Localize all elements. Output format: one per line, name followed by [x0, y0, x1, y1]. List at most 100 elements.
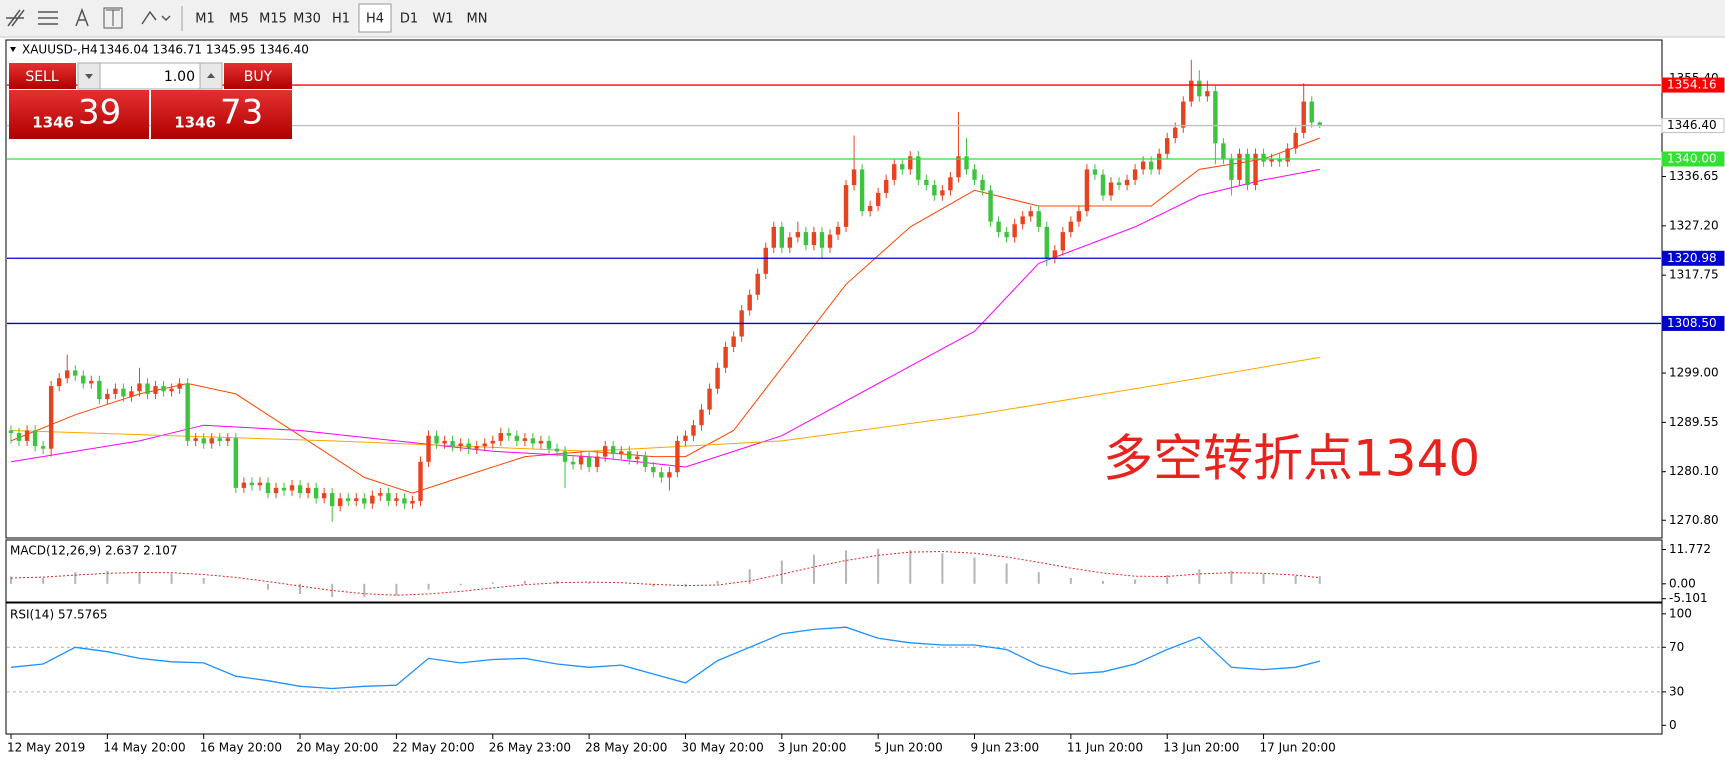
candle-body [1229, 158, 1234, 180]
candle-body [932, 185, 937, 196]
candle-body [386, 493, 391, 501]
candle-body [1317, 122, 1322, 126]
macd-panel [5, 539, 1663, 603]
candle-body [370, 495, 375, 504]
y-tick-label: 1317.75 [1669, 268, 1719, 282]
candle-body [498, 433, 503, 441]
timeframe-button[interactable]: MN [467, 12, 488, 27]
candle-body [1012, 224, 1017, 238]
candle-body [137, 383, 142, 392]
candle-body [1052, 250, 1058, 259]
candle-body [1309, 101, 1314, 123]
candle-body [1189, 80, 1194, 102]
price-label: 1340.00 [1667, 151, 1717, 165]
bid-box[interactable] [9, 90, 149, 139]
candle-body [474, 446, 479, 449]
timeframe-button[interactable]: M5 [229, 12, 249, 27]
candle-body [1140, 161, 1146, 170]
indicator-line [10, 550, 1320, 596]
candle-body [48, 386, 54, 449]
sell-label[interactable]: SELL [25, 69, 59, 85]
price-label-box [1661, 151, 1725, 167]
candle-body [161, 386, 166, 392]
price-label-box [1661, 250, 1725, 266]
candle-body [65, 370, 70, 379]
timeframe-button[interactable]: M15 [259, 12, 287, 27]
candle-body [1116, 182, 1122, 186]
candle-body [1253, 153, 1258, 186]
candle-body [627, 451, 632, 460]
timeframe-button[interactable]: H4 [366, 12, 384, 27]
ohlc-info: 1346.04 1346.71 1345.95 1346.40 [99, 43, 309, 57]
timeframe-button[interactable]: M30 [293, 12, 321, 27]
buy-label[interactable]: BUY [244, 69, 273, 85]
candle-body [1156, 153, 1162, 170]
candle-body [8, 430, 14, 434]
candle-body [121, 388, 126, 397]
y-tick-label: 1336.65 [1669, 169, 1719, 183]
candle-body [1148, 161, 1154, 170]
bid-big: 1346 [32, 114, 74, 132]
timeframe-button[interactable]: M1 [195, 12, 215, 27]
candle-body [731, 336, 736, 347]
timeframe-button[interactable]: D1 [400, 12, 418, 27]
y-tick-label: 1270.80 [1669, 513, 1719, 527]
candle-body [56, 378, 62, 387]
candle-body [859, 169, 865, 212]
x-tick-label: 20 May 20:00 [296, 741, 378, 755]
candle-body [948, 177, 953, 191]
price-label: 1320.98 [1667, 251, 1717, 265]
sell-button[interactable] [9, 63, 76, 89]
macd-title: MACD(12,26,9) 2.637 2.107 [10, 544, 177, 558]
candle-body [1084, 169, 1090, 212]
candle-body [225, 438, 231, 441]
candle-body [354, 498, 359, 501]
candle-body [570, 461, 576, 465]
candle-body [426, 435, 431, 462]
candle-body [329, 493, 335, 507]
candle-body [1092, 169, 1098, 175]
buy-button[interactable] [224, 63, 292, 89]
candle-body [1237, 153, 1242, 180]
candle-body [241, 482, 247, 488]
candle-body [787, 237, 793, 248]
candle-body [313, 487, 319, 499]
candle-body [707, 388, 712, 410]
candle-body [346, 498, 351, 501]
timeframe-button[interactable]: W1 [432, 12, 453, 27]
rsi-title: RSI(14) 57.5765 [10, 608, 108, 622]
candle-body [1269, 158, 1274, 162]
timeframe-bar: M1 M5 M15 M30 H1 H4 D1 W1 MN [195, 3, 488, 33]
y-tick-label: 1289.55 [1669, 415, 1719, 429]
y-tick-label: 0 [1669, 718, 1677, 732]
candle-body [177, 383, 182, 389]
candle-body [1060, 232, 1066, 251]
candle-body [811, 232, 817, 246]
axes: 1355.401336.651327.201317.751299.001289.… [7, 71, 1725, 755]
timeframe-button[interactable]: H1 [332, 12, 350, 27]
candle-body [900, 164, 905, 170]
candle-body [651, 467, 656, 473]
down-arrow [85, 74, 93, 79]
candle-body [779, 226, 785, 248]
candle-body [1181, 101, 1186, 128]
candle-body [1277, 158, 1282, 162]
lot-value[interactable]: 1.00 [164, 69, 195, 85]
candle-body [851, 169, 857, 186]
y-tick-label: 70 [1669, 640, 1684, 654]
candle-body [81, 375, 86, 384]
candle-body [394, 498, 399, 501]
candle-body [522, 438, 528, 441]
candle-body [827, 234, 833, 248]
candle-body [683, 435, 688, 441]
y-tick-label: 1280.10 [1669, 464, 1719, 478]
candle-body [892, 164, 897, 180]
x-tick-label: 14 May 20:00 [103, 741, 185, 755]
panel-plot [10, 548, 1321, 597]
plots [7, 59, 1661, 693]
candle-body [466, 443, 471, 449]
ask-box[interactable] [151, 90, 292, 139]
candle-body [1124, 179, 1130, 186]
price-label: 1346.40 [1667, 118, 1717, 132]
